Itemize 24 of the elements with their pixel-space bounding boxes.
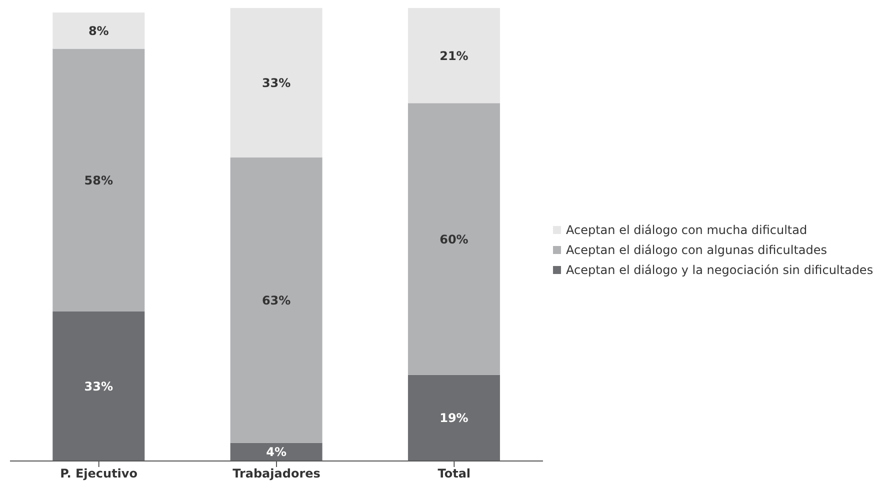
- x-tick-label: Total: [438, 466, 471, 481]
- bar: [52, 48, 145, 312]
- bar: [408, 374, 500, 461]
- bar: [230, 442, 322, 461]
- x-tick-label: P. Ejecutivo: [60, 466, 138, 481]
- data-label: 58%: [84, 173, 114, 188]
- bar: [52, 312, 145, 461]
- data-label: 4%: [266, 445, 286, 460]
- legend-label: Aceptan el diálogo con mucha dificultad: [566, 222, 808, 236]
- bar: [408, 8, 500, 104]
- data-label: 21%: [440, 48, 468, 63]
- data-label: 60%: [440, 232, 468, 246]
- bar: [408, 103, 500, 375]
- data-label: 33%: [262, 76, 291, 90]
- data-label: 8%: [88, 24, 109, 38]
- data-label: 33%: [84, 380, 114, 394]
- bar: [230, 8, 322, 158]
- bar: [52, 12, 145, 49]
- data-label: 63%: [262, 293, 291, 308]
- legend-label: Aceptan el diálogo y la negociación sin dificultades: [566, 262, 874, 276]
- legend-label: Aceptan el diálogo con algunas dificultades: [566, 242, 828, 256]
- data-label: 19%: [440, 411, 468, 426]
- x-tick-label: Trabajadores: [232, 466, 320, 481]
- bar: [230, 157, 322, 443]
